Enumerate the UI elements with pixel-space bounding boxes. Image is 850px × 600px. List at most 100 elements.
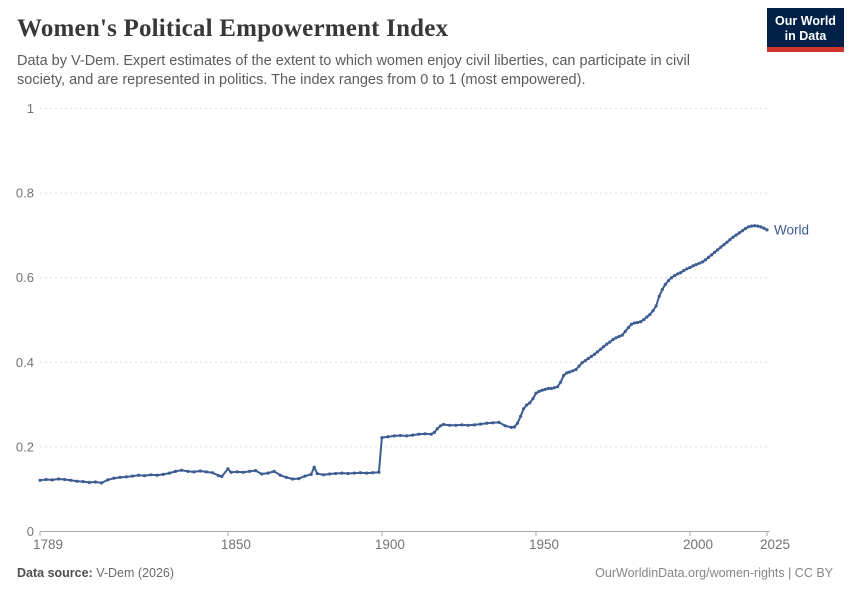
y-tick-label: 0.2 bbox=[16, 439, 34, 454]
data-point bbox=[429, 432, 433, 436]
data-point bbox=[358, 471, 362, 475]
data-point bbox=[149, 473, 153, 477]
data-point bbox=[50, 478, 54, 482]
data-point bbox=[722, 243, 726, 247]
data-point bbox=[577, 364, 581, 368]
data-point bbox=[491, 421, 495, 425]
data-point bbox=[611, 337, 615, 342]
x-tick-label: 2025 bbox=[760, 537, 790, 552]
data-point bbox=[309, 472, 313, 476]
data-point bbox=[728, 238, 732, 242]
data-point bbox=[716, 248, 720, 252]
data-point bbox=[478, 422, 483, 426]
y-tick-label: 0.6 bbox=[16, 270, 34, 285]
data-point bbox=[654, 304, 658, 308]
attribution-link[interactable]: OurWorldinData.org/women-rights | CC BY bbox=[595, 566, 833, 580]
data-point bbox=[682, 268, 686, 273]
data-point bbox=[592, 352, 597, 356]
data-point bbox=[241, 470, 245, 474]
data-point bbox=[303, 474, 307, 478]
data-point bbox=[666, 279, 671, 283]
data-point bbox=[398, 433, 402, 438]
data-point bbox=[56, 477, 61, 481]
owid-logo[interactable]: Our World in Data bbox=[767, 8, 844, 52]
data-point bbox=[589, 354, 594, 358]
data-point bbox=[106, 478, 110, 482]
data-point bbox=[706, 255, 711, 259]
data-point bbox=[549, 386, 554, 391]
data-source-label: Data source: bbox=[17, 566, 93, 580]
data-point bbox=[528, 401, 532, 405]
data-point bbox=[217, 474, 221, 478]
data-point bbox=[155, 473, 159, 477]
data-point bbox=[161, 472, 165, 476]
data-point bbox=[713, 250, 717, 254]
data-point bbox=[423, 432, 427, 436]
data-point bbox=[210, 471, 215, 475]
data-point bbox=[180, 468, 184, 472]
data-point bbox=[663, 282, 667, 287]
data-point bbox=[229, 470, 233, 474]
data-point bbox=[143, 474, 147, 478]
data-point bbox=[648, 312, 652, 317]
data-point bbox=[417, 432, 421, 436]
data-point bbox=[617, 334, 621, 339]
data-point bbox=[657, 294, 661, 298]
data-point bbox=[694, 263, 698, 267]
x-tick-label: 1789 bbox=[33, 537, 63, 552]
data-point bbox=[586, 356, 590, 361]
data-point bbox=[700, 260, 704, 264]
data-point bbox=[673, 274, 677, 278]
data-point bbox=[460, 423, 464, 427]
data-point bbox=[608, 340, 612, 344]
data-point bbox=[759, 225, 763, 229]
data-point bbox=[562, 373, 566, 377]
data-point bbox=[546, 386, 550, 391]
data-point bbox=[352, 471, 356, 475]
data-point bbox=[226, 467, 230, 471]
data-point bbox=[623, 329, 627, 333]
data-point bbox=[719, 245, 723, 249]
data-point bbox=[512, 425, 517, 429]
data-point bbox=[278, 473, 282, 477]
data-source-value: V-Dem (2026) bbox=[92, 566, 175, 580]
data-point bbox=[284, 475, 288, 479]
x-tick-label: 1850 bbox=[221, 537, 251, 552]
data-point bbox=[454, 423, 458, 427]
data-point bbox=[346, 471, 350, 476]
data-point bbox=[688, 265, 692, 270]
data-point bbox=[552, 386, 557, 390]
owid-logo-line1: Our World bbox=[775, 14, 836, 28]
data-point bbox=[466, 423, 470, 427]
data-point bbox=[266, 471, 270, 475]
data-point bbox=[137, 473, 141, 477]
data-point bbox=[448, 423, 452, 427]
data-point bbox=[697, 261, 701, 265]
data-point bbox=[112, 476, 116, 480]
data-point bbox=[756, 224, 760, 228]
data-point bbox=[69, 478, 73, 482]
data-point bbox=[750, 224, 754, 228]
data-point bbox=[629, 322, 634, 326]
data-point bbox=[743, 227, 748, 231]
data-point bbox=[614, 336, 618, 340]
data-point bbox=[522, 407, 526, 411]
data-point bbox=[710, 253, 714, 257]
data-point bbox=[599, 347, 603, 351]
data-point bbox=[568, 370, 572, 374]
x-tick-label: 2000 bbox=[683, 537, 713, 552]
data-point bbox=[380, 436, 384, 440]
data-point bbox=[472, 423, 476, 427]
data-point bbox=[731, 235, 735, 239]
data-point bbox=[632, 321, 637, 325]
data-point bbox=[198, 469, 202, 473]
data-point bbox=[173, 469, 178, 473]
data-point bbox=[734, 233, 738, 237]
data-point bbox=[44, 477, 48, 482]
data-point bbox=[392, 434, 396, 438]
data-point bbox=[679, 271, 683, 275]
data-point bbox=[371, 471, 375, 475]
data-point bbox=[328, 472, 332, 476]
series-line-world bbox=[39, 224, 768, 484]
